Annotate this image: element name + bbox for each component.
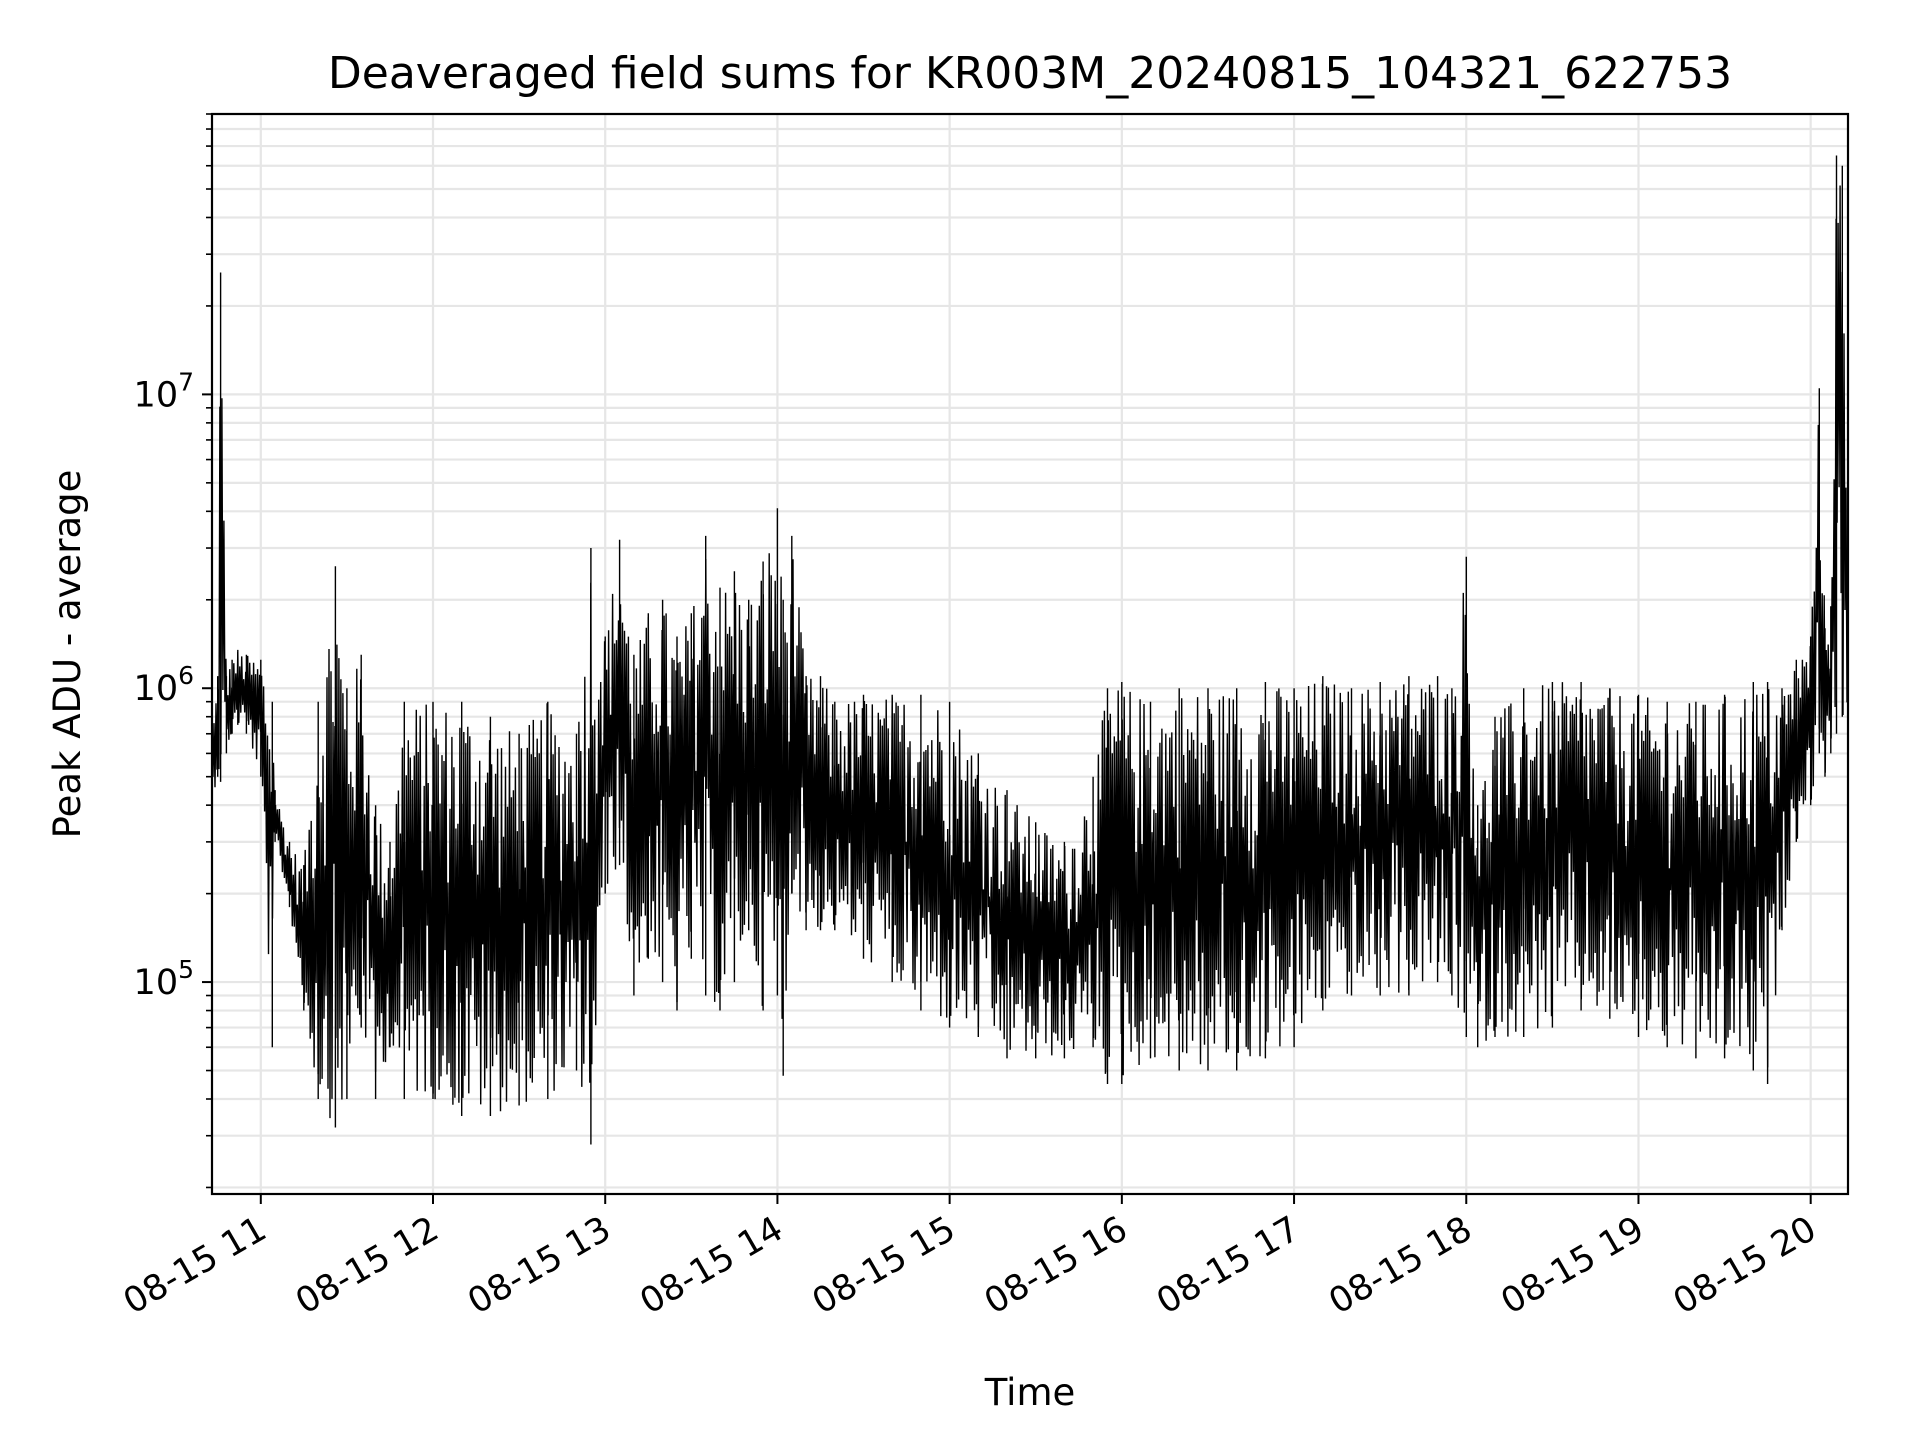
y-axis-ticks: 105 106 107 xyxy=(134,113,212,1189)
x-tick-label: 08-15 19 xyxy=(1495,1209,1651,1322)
x-tick-label: 08-15 18 xyxy=(1322,1209,1478,1322)
x-tick-label: 08-15 15 xyxy=(806,1209,962,1322)
x-axis-ticks: 08-15 11 08-15 12 08-15 13 08-15 14 08-15 15… xyxy=(117,1194,1823,1322)
y-tick-label: 107 xyxy=(134,367,194,415)
x-tick-label: 08-15 17 xyxy=(1150,1209,1306,1322)
y-tick-label: 105 xyxy=(134,955,194,1003)
x-axis-label: Time xyxy=(984,1371,1076,1414)
plot-frame xyxy=(210,112,1850,1196)
x-tick-label: 08-15 12 xyxy=(289,1209,445,1322)
chart-title: Deaveraged field sums for KR003M_2024081… xyxy=(328,48,1732,99)
y-tick-label: 106 xyxy=(134,661,194,709)
x-tick-label: 08-15 11 xyxy=(117,1209,273,1322)
minor-gridlines xyxy=(212,112,1848,1189)
x-tick-label: 08-15 16 xyxy=(978,1209,1134,1322)
x-tick-label: 08-15 14 xyxy=(634,1209,790,1322)
y-axis-label: Peak ADU - average xyxy=(46,470,89,839)
x-tick-label: 08-15 20 xyxy=(1667,1209,1823,1322)
series-line xyxy=(211,185,1849,1119)
x-tick-label: 08-15 13 xyxy=(461,1209,617,1322)
major-gridlines xyxy=(212,114,1848,1194)
